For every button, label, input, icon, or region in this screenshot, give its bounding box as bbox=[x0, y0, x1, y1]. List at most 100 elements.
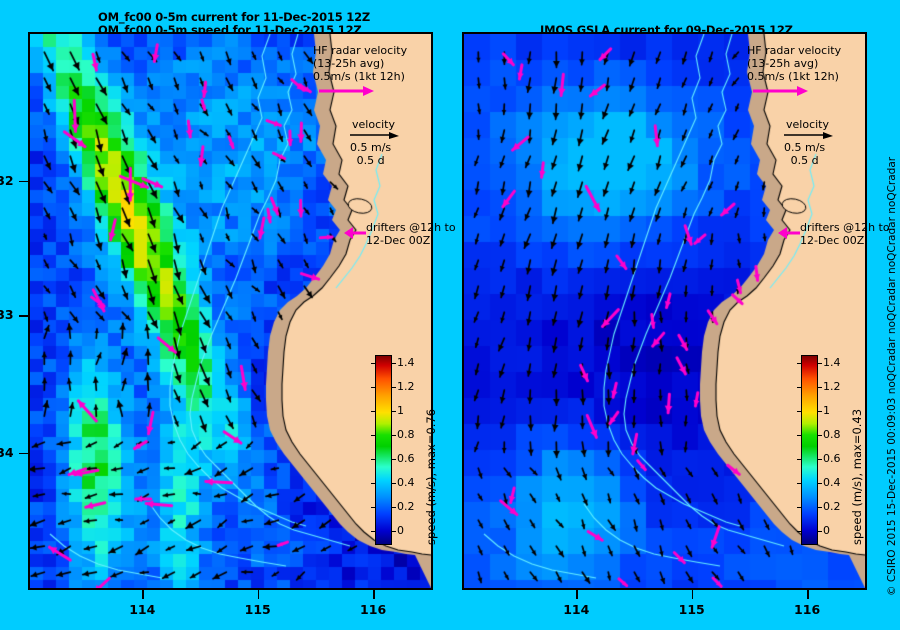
colorbar-tick-label: 1.2 bbox=[397, 380, 415, 393]
colorbar-tick bbox=[797, 507, 801, 508]
drifters-line1: drifters @12h to bbox=[366, 221, 456, 234]
velocity-legend-values-right: 0.5 m/s 0.5 d bbox=[784, 141, 825, 167]
x-axis-tick-label: 116 bbox=[794, 602, 821, 617]
hf-radar-line3: 0.5m/s (1kt 12h) bbox=[313, 70, 405, 83]
x-axis-tick bbox=[142, 590, 144, 599]
colorbar-tick bbox=[392, 411, 396, 412]
colorbar-tick bbox=[392, 483, 396, 484]
colorbar-tick bbox=[818, 459, 822, 460]
colorbar-tick bbox=[371, 363, 375, 364]
colorbar-tick-label: 0.2 bbox=[823, 500, 841, 513]
x-axis-tick bbox=[807, 590, 809, 599]
colorbar-tick bbox=[392, 459, 396, 460]
speed-field-left bbox=[30, 34, 431, 588]
x-axis-tick bbox=[576, 590, 578, 599]
hf-radar-line2: (13-25h avg) bbox=[313, 57, 385, 70]
colorbar-tick bbox=[371, 507, 375, 508]
drifters-ref-arrow-left bbox=[344, 227, 366, 239]
hf-radar-line1: HF radar velocity bbox=[747, 44, 842, 57]
map-panel-left[interactable] bbox=[28, 32, 433, 590]
colorbar-tick-label: 0.8 bbox=[397, 428, 415, 441]
colorbar-tick bbox=[797, 411, 801, 412]
colorbar-tick bbox=[818, 387, 822, 388]
colorbar-left bbox=[375, 355, 392, 545]
x-axis-tick bbox=[257, 590, 260, 599]
y-axis-tick bbox=[19, 315, 28, 317]
y-axis-tick bbox=[19, 180, 28, 183]
x-axis-tick bbox=[373, 590, 375, 599]
colorbar-tick bbox=[392, 363, 396, 364]
hf-radar-legend-left: HF radar velocity (13-25h avg) 0.5m/s (1… bbox=[313, 44, 407, 83]
colorbar-tick-label: 1 bbox=[823, 404, 830, 417]
colorbar-tick bbox=[818, 411, 822, 412]
velocity-legend-duration: 0.5 d bbox=[356, 154, 385, 167]
colorbar-tick bbox=[392, 531, 396, 532]
colorbar-tick bbox=[797, 483, 801, 484]
colorbar-tick bbox=[371, 387, 375, 388]
speed-field-right bbox=[464, 34, 865, 588]
drifters-line2: 12-Dec 00Z bbox=[800, 234, 865, 247]
colorbar-tick-label: 0.4 bbox=[397, 476, 415, 489]
colorbar-tick bbox=[371, 483, 375, 484]
velocity-legend-label: velocity bbox=[352, 118, 395, 131]
colorbar-tick bbox=[818, 435, 822, 436]
map-panel-right[interactable] bbox=[462, 32, 867, 590]
colorbar-tick-label: 1.4 bbox=[823, 356, 841, 369]
colorbar-tick-label: 0 bbox=[397, 524, 404, 537]
colorbar-tick bbox=[797, 363, 801, 364]
x-axis-tick-label: 114 bbox=[129, 602, 156, 617]
hf-radar-line1: HF radar velocity bbox=[313, 44, 408, 57]
colorbar-tick bbox=[371, 459, 375, 460]
colorbar-tick-label: 1 bbox=[397, 404, 404, 417]
x-axis-tick-label: 114 bbox=[563, 602, 590, 617]
y-axis-tick bbox=[19, 452, 28, 455]
colorbar-right-label: speed (m/s), max=0.43 bbox=[850, 408, 864, 545]
x-axis-tick-label: 115 bbox=[678, 602, 705, 617]
colorbar-tick-label: 1.2 bbox=[823, 380, 841, 393]
colorbar-tick bbox=[797, 531, 801, 532]
velocity-legend-value: 0.5 m/s bbox=[784, 141, 826, 154]
drifters-line1: drifters @12h to bbox=[800, 221, 890, 234]
colorbar-tick bbox=[371, 435, 375, 436]
hf-radar-line3: 0.5m/s (1kt 12h) bbox=[747, 70, 839, 83]
velocity-legend-left: velocity bbox=[352, 118, 395, 131]
velocity-ref-arrow-right bbox=[784, 132, 833, 139]
drifters-ref-arrow-right bbox=[778, 227, 800, 239]
colorbar-tick bbox=[818, 507, 822, 508]
colorbar-tick bbox=[371, 411, 375, 412]
colorbar-tick-label: 1.4 bbox=[397, 356, 415, 369]
colorbar-tick bbox=[371, 531, 375, 532]
colorbar-right bbox=[801, 355, 818, 545]
panel-left-title-line1: OM_fc00 0-5m current for 11-Dec-2015 12Z bbox=[98, 10, 371, 24]
colorbar-left-label: speed (m/s), max=0.76 bbox=[424, 408, 438, 545]
velocity-ref-arrow-left bbox=[350, 132, 399, 139]
x-axis-tick-label: 115 bbox=[244, 602, 271, 617]
x-axis-tick bbox=[691, 590, 694, 599]
colorbar-tick bbox=[818, 531, 822, 532]
hf-radar-line2: (13-25h avg) bbox=[747, 57, 819, 70]
velocity-legend-label: velocity bbox=[786, 118, 829, 131]
velocity-legend-value: 0.5 m/s bbox=[350, 141, 392, 154]
colorbar-tick bbox=[797, 459, 801, 460]
hf-radar-ref-arrow-left bbox=[319, 86, 374, 96]
colorbar-tick-label: 0.4 bbox=[823, 476, 841, 489]
colorbar-tick bbox=[392, 387, 396, 388]
velocity-legend-duration: 0.5 d bbox=[790, 154, 819, 167]
drifters-legend-left: drifters @12h to 12-Dec 00Z bbox=[366, 221, 456, 247]
drifters-line2: 12-Dec 00Z bbox=[366, 234, 431, 247]
drifters-legend-right: drifters @12h to 12-Dec 00Z bbox=[800, 221, 890, 247]
y-axis-tick-label: -34 bbox=[0, 444, 14, 460]
colorbar-tick-label: 0.8 bbox=[823, 428, 841, 441]
hf-radar-legend-right: HF radar velocity (13-25h avg) 0.5m/s (1… bbox=[747, 44, 841, 83]
colorbar-tick bbox=[818, 363, 822, 364]
colorbar-tick-label: 0.6 bbox=[397, 452, 415, 465]
hf-radar-ref-arrow-right bbox=[753, 86, 808, 96]
colorbar-tick-label: 0.6 bbox=[823, 452, 841, 465]
copyright-credit: © CSIRO 2015 15-Dec-2015 00:09:03 noQCra… bbox=[886, 156, 898, 596]
colorbar-tick bbox=[392, 435, 396, 436]
velocity-legend-values-left: 0.5 m/s 0.5 d bbox=[350, 141, 391, 167]
colorbar-tick bbox=[818, 483, 822, 484]
y-axis-tick-label: -32 bbox=[0, 172, 14, 188]
colorbar-tick bbox=[392, 507, 396, 508]
x-axis-tick-label: 116 bbox=[360, 602, 387, 617]
